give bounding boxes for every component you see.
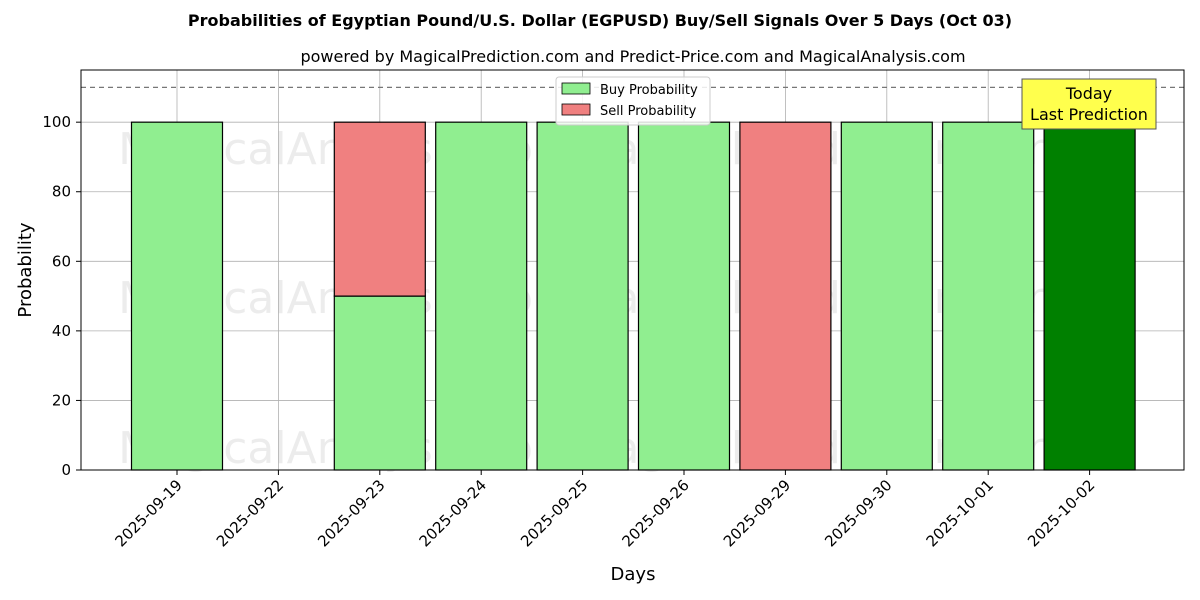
x-tick-label: 2025-09-30	[821, 476, 895, 550]
chart-subtitle: powered by MagicalPrediction.com and Pre…	[300, 47, 965, 66]
annotation-box	[1021, 78, 1157, 130]
today-annotation: Today Last Prediction	[1021, 78, 1157, 130]
bar-buy	[536, 121, 629, 471]
legend: Buy Probability Sell Probability	[555, 76, 711, 126]
bars	[130, 121, 1136, 471]
bar-sell	[333, 121, 426, 297]
legend-box	[555, 76, 711, 126]
y-tick-label: 0	[61, 461, 71, 479]
x-tick-label: 2025-09-29	[720, 476, 794, 550]
legend-label-sell: Sell Probability	[600, 104, 697, 119]
bar-buy	[840, 121, 933, 471]
x-tick-label: 2025-09-22	[213, 476, 287, 550]
plot-frame	[80, 69, 1185, 471]
annotation-line-2: Last Prediction	[1030, 105, 1148, 124]
bar-buy	[130, 121, 224, 471]
bar-sell	[739, 121, 832, 471]
y-tick-label: 100	[42, 113, 71, 131]
bar-buy	[942, 121, 1035, 471]
x-tick-label: 2025-10-02	[1024, 476, 1098, 550]
x-tick-label: 2025-09-24	[416, 476, 490, 550]
y-tick-label: 20	[52, 391, 71, 409]
legend-swatch-sell	[561, 103, 591, 116]
y-tick-label: 40	[52, 322, 71, 340]
bar-buy	[435, 121, 528, 471]
bar-buy	[1043, 121, 1136, 471]
y-tick-label: 80	[52, 183, 71, 201]
x-tick-label: 2025-09-23	[314, 476, 388, 550]
x-tick-label: 2025-10-01	[923, 476, 997, 550]
x-axis-ticks: 2025-09-19 2025-09-22 2025-09-23 2025-09-24…	[111, 470, 1098, 550]
x-tick-label: 2025-09-25	[517, 476, 591, 550]
bar-buy	[333, 295, 426, 471]
bar-buy	[637, 121, 731, 471]
y-tick-label: 60	[52, 252, 71, 270]
y-axis-ticks: 0 20 40 60 80 100	[42, 113, 81, 479]
legend-label-buy: Buy Probability	[600, 83, 698, 98]
x-axis-label: Days	[611, 564, 656, 585]
x-tick-label: 2025-09-26	[618, 476, 692, 550]
annotation-line-1: Today	[1065, 84, 1112, 103]
y-axis-label: Probability	[15, 222, 36, 317]
x-tick-label: 2025-09-19	[111, 476, 185, 550]
legend-swatch-buy	[561, 82, 591, 95]
chart-title: Probabilities of Egyptian Pound/U.S. Dol…	[188, 11, 1012, 30]
